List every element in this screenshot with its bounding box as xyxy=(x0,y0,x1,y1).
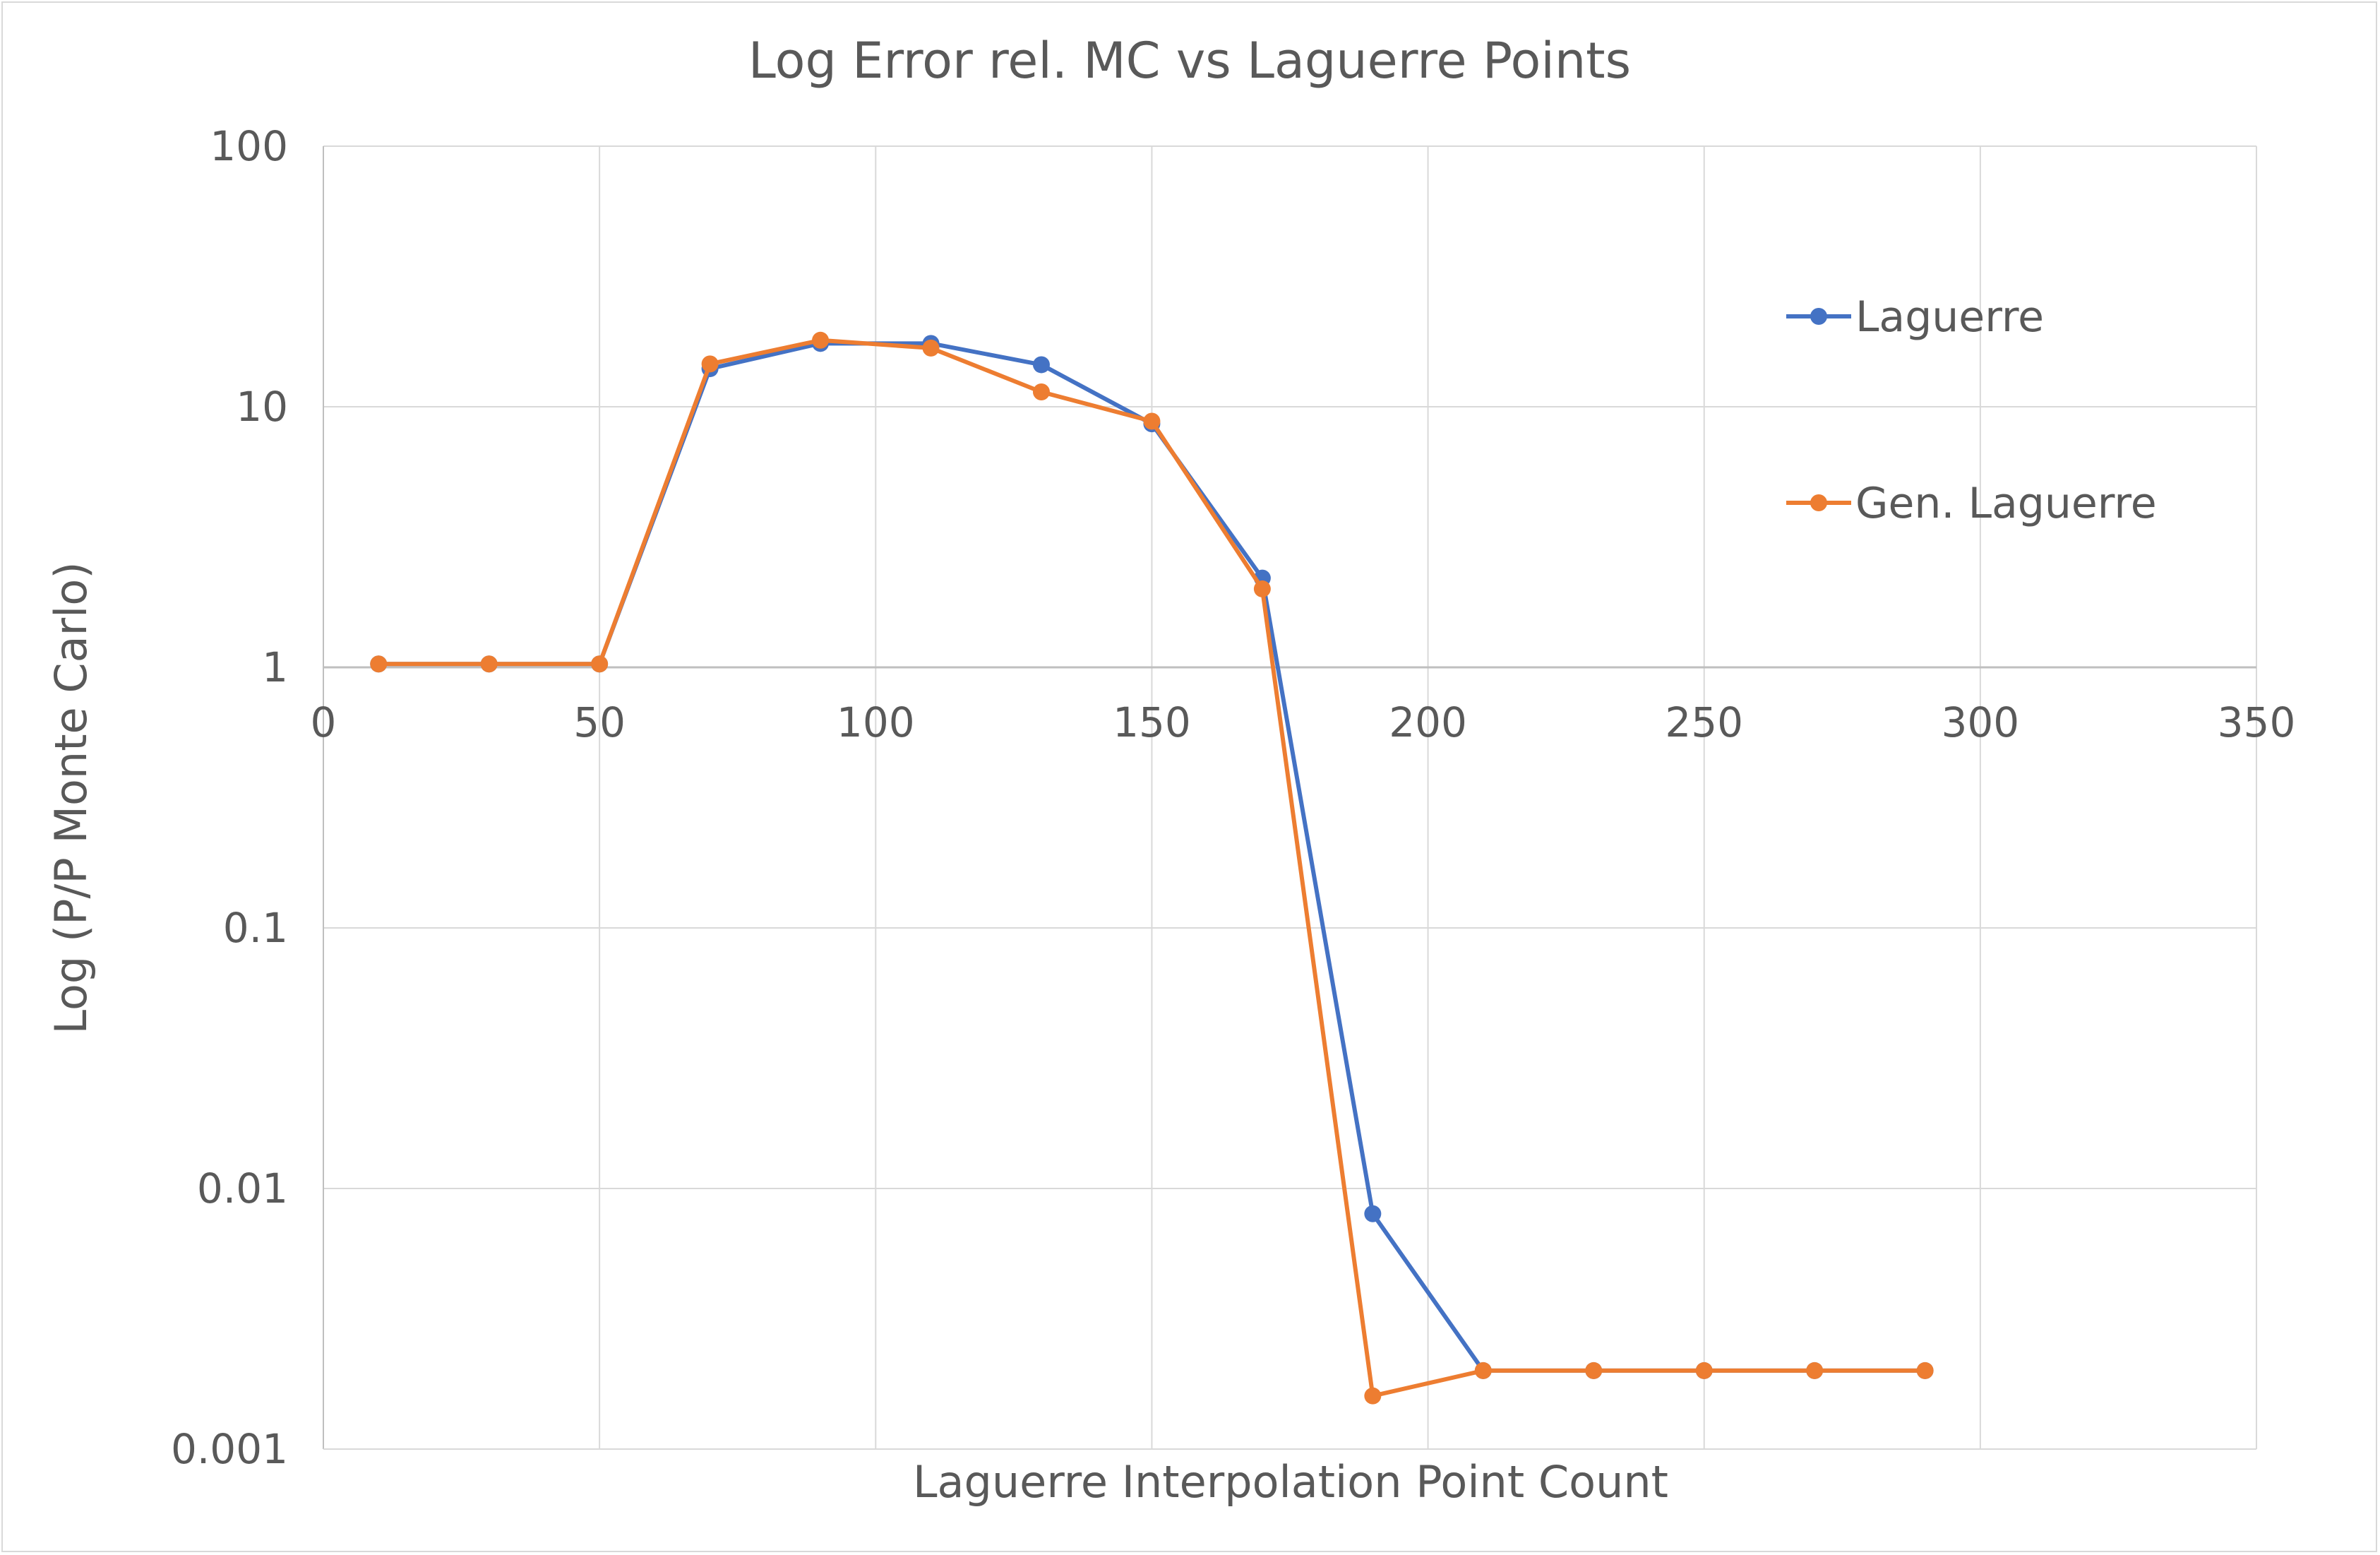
x-axis-label: Laguerre Interpolation Point Count xyxy=(913,1456,1668,1508)
legend-item-laguerre: Laguerre xyxy=(1786,292,2044,342)
axes xyxy=(323,146,2256,1450)
x-tick-label: 150 xyxy=(1113,698,1191,746)
x-tick-label: 300 xyxy=(1941,698,2019,746)
data-point xyxy=(1032,356,1050,374)
data-point xyxy=(370,655,388,673)
y-tick-label: 10 xyxy=(236,383,288,431)
data-point xyxy=(1364,1387,1382,1405)
legend-label: Laguerre xyxy=(1855,292,2044,342)
data-point xyxy=(1806,1362,1824,1379)
data-point xyxy=(1585,1362,1603,1379)
data-point xyxy=(1695,1362,1713,1379)
x-tick-label: 250 xyxy=(1665,698,1743,746)
tick-labels: 100 10 1 0.1 0.01 0.001 0 50 100 150 200 250 300 350 xyxy=(171,122,2295,1473)
legend-marker xyxy=(1810,308,1827,325)
data-point xyxy=(812,331,830,349)
x-tick-label: 200 xyxy=(1389,698,1467,746)
series xyxy=(370,331,1934,1405)
y-tick-label: 100 xyxy=(210,122,288,170)
data-point xyxy=(1916,1362,1934,1379)
data-point xyxy=(480,655,498,673)
data-point xyxy=(1143,412,1161,430)
legend-item-gen-laguerre: Gen. Laguerre xyxy=(1786,479,2157,528)
y-tick-label: 0.1 xyxy=(223,904,288,952)
x-tick-label: 0 xyxy=(311,698,337,746)
x-tick-label: 50 xyxy=(573,698,626,746)
y-tick-label: 0.001 xyxy=(171,1425,288,1473)
data-point xyxy=(1032,383,1050,401)
series-gen-laguerre xyxy=(370,331,1934,1405)
data-point xyxy=(1474,1362,1492,1379)
data-point xyxy=(1364,1205,1382,1222)
y-axis-label: Log (P/P Monte Carlo) xyxy=(45,561,97,1034)
x-tick-label: 100 xyxy=(837,698,915,746)
legend-label: Gen. Laguerre xyxy=(1855,479,2157,528)
data-point xyxy=(701,355,719,373)
y-tick-label: 0.01 xyxy=(197,1164,288,1213)
legend-marker xyxy=(1810,494,1827,511)
chart-title: Log Error rel. MC vs Laguerre Points xyxy=(748,32,1631,90)
data-point xyxy=(591,655,609,673)
x-tick-label: 350 xyxy=(2218,698,2296,746)
legend: Laguerre Gen. Laguerre xyxy=(1786,292,2157,528)
data-point xyxy=(1253,580,1271,597)
y-tick-label: 1 xyxy=(262,643,288,691)
data-point xyxy=(922,339,940,357)
